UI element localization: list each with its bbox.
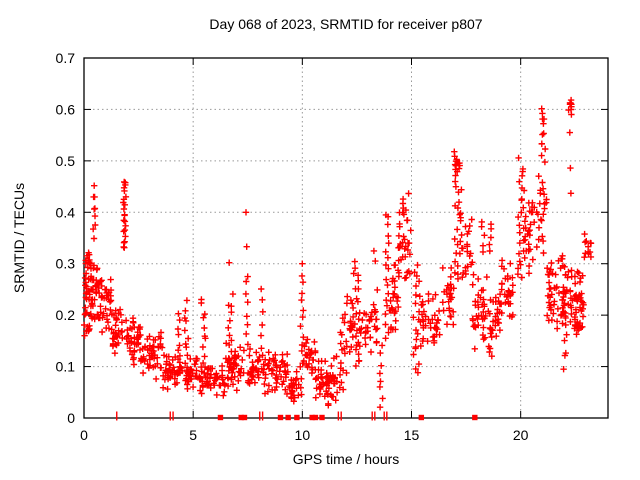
chart-title: Day 068 of 2023, SRMTID for receiver p80… bbox=[209, 16, 482, 32]
zero-marker-square bbox=[241, 414, 248, 421]
zero-marker-tick bbox=[337, 411, 340, 421]
x-axis-label: GPS time / hours bbox=[293, 451, 400, 467]
zero-marker-square bbox=[472, 414, 478, 421]
x-tick-label: 10 bbox=[295, 427, 311, 443]
zero-marker-square bbox=[277, 414, 284, 421]
zero-marker-tick bbox=[172, 411, 174, 421]
zero-marker-tick bbox=[259, 411, 261, 421]
zero-marker-tick bbox=[383, 411, 385, 421]
y-tick-label: 0.3 bbox=[56, 256, 76, 272]
zero-marker-square bbox=[319, 414, 325, 421]
zero-marker-tick bbox=[169, 411, 171, 421]
y-tick-label: 0.6 bbox=[56, 101, 76, 117]
zero-marker-tick bbox=[261, 411, 264, 421]
zero-marker-tick bbox=[386, 411, 388, 421]
zero-marker-square bbox=[309, 414, 315, 421]
y-axis-label: SRMTID / TECUs bbox=[11, 183, 27, 293]
zero-marker-tick bbox=[371, 411, 373, 421]
zero-marker-tick bbox=[374, 411, 376, 421]
zero-marker-square bbox=[312, 414, 319, 421]
y-tick-label: 0.1 bbox=[56, 359, 76, 375]
zero-line-markers bbox=[116, 411, 478, 421]
zero-marker-square bbox=[238, 414, 244, 421]
x-tick-label: 15 bbox=[404, 427, 420, 443]
tick-labels: 0 5 10 15 20 0 0.1 0.2 0.3 0.4 0.5 0.6 0.7 bbox=[56, 50, 529, 443]
zero-marker-tick bbox=[116, 411, 118, 421]
y-tick-label: 0 bbox=[67, 410, 75, 426]
x-tick-label: 20 bbox=[513, 427, 529, 443]
scatter-points bbox=[81, 96, 595, 411]
zero-marker-square bbox=[285, 414, 291, 421]
y-tick-label: 0.4 bbox=[56, 204, 76, 220]
x-tick-label: 5 bbox=[189, 427, 197, 443]
zero-marker-square bbox=[294, 414, 300, 421]
zero-marker-square bbox=[418, 414, 425, 421]
zero-marker-tick bbox=[340, 411, 342, 421]
y-tick-label: 0.5 bbox=[56, 153, 76, 169]
zero-marker-square bbox=[217, 414, 224, 421]
y-tick-label: 0.7 bbox=[56, 50, 76, 66]
x-tick-label: 0 bbox=[80, 427, 88, 443]
y-tick-label: 0.2 bbox=[56, 307, 76, 323]
plot-border bbox=[83, 57, 609, 419]
